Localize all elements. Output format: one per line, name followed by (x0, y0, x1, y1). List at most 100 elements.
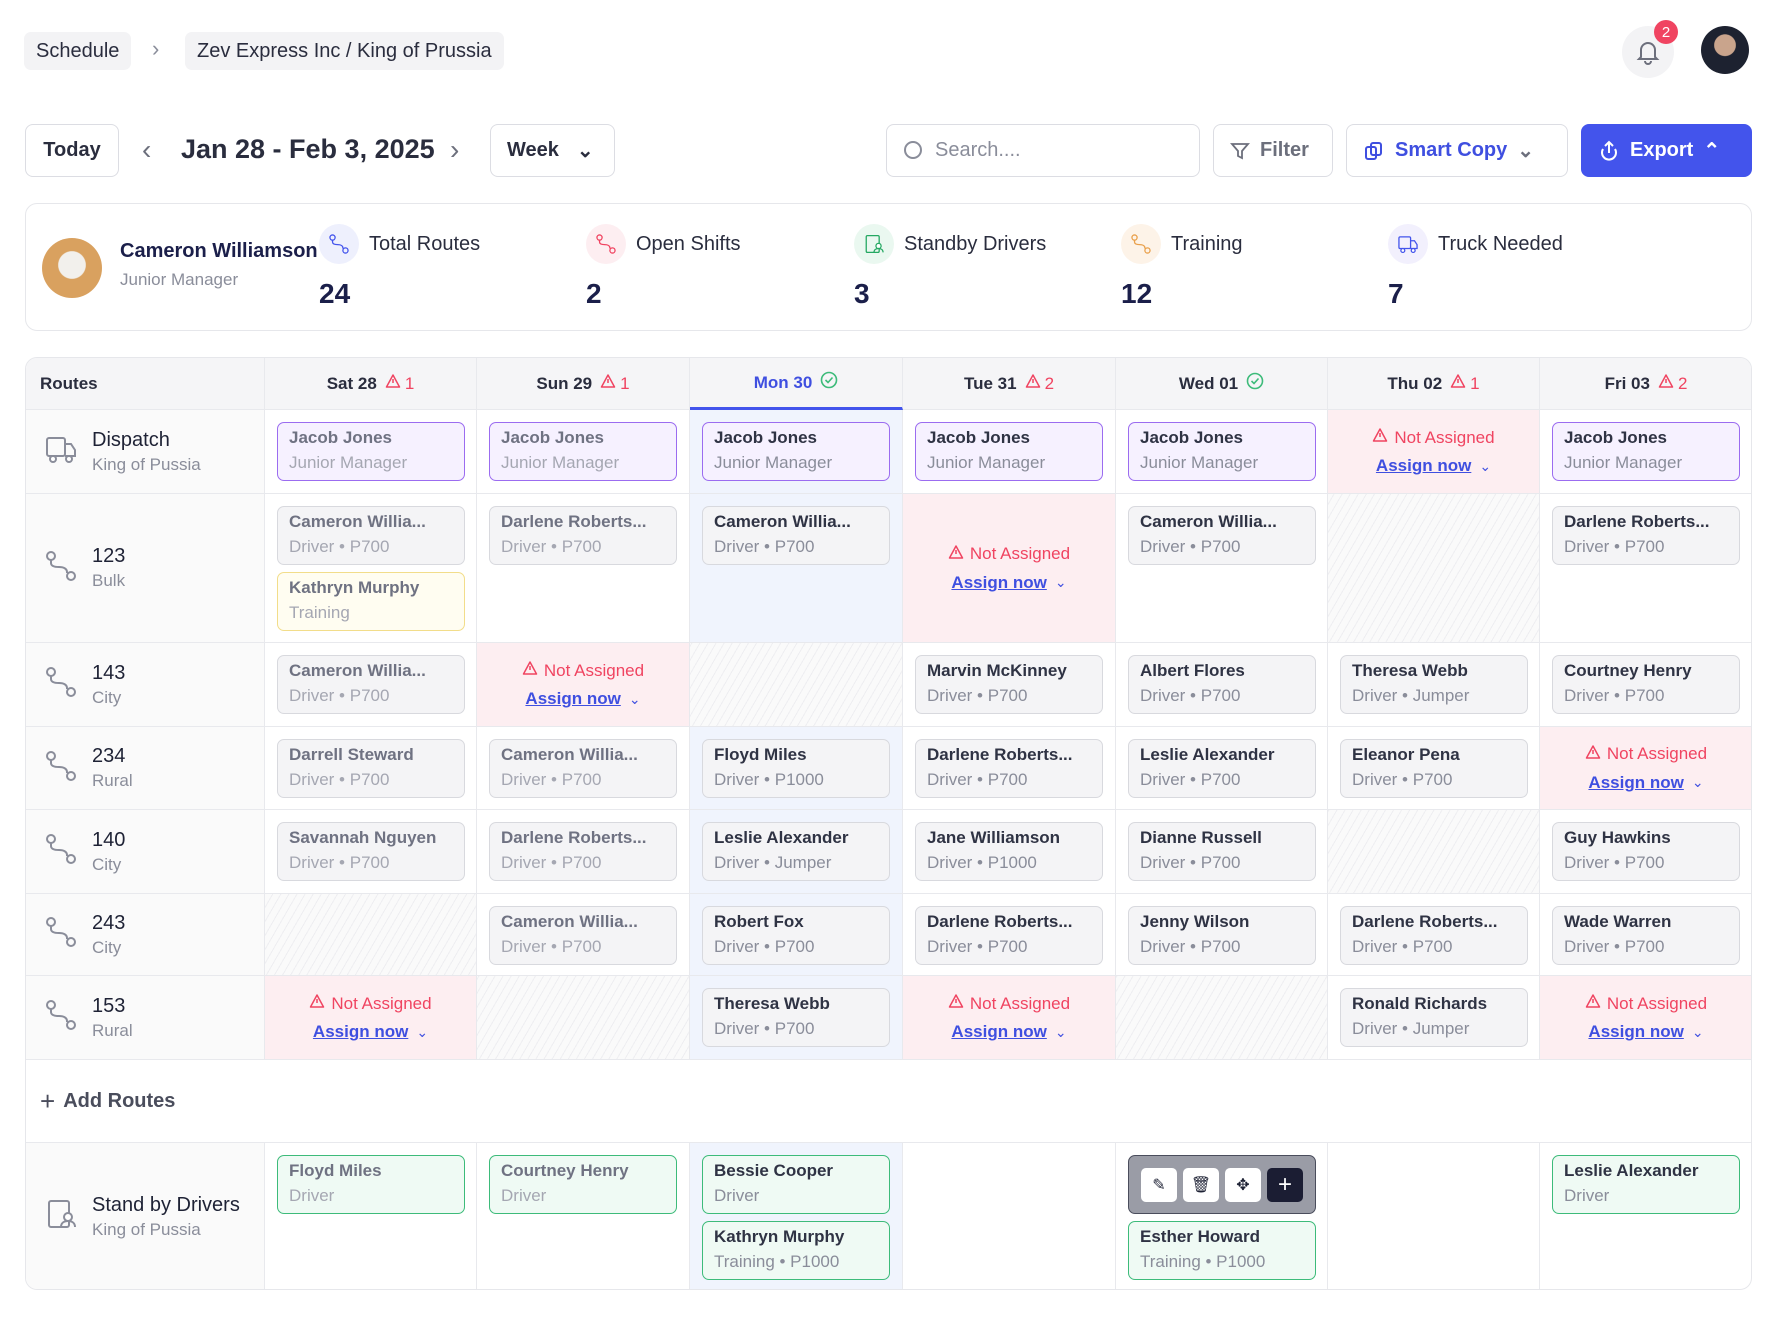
shift-card[interactable]: Darrell Steward Driver • P700 (277, 739, 465, 798)
shift-card[interactable]: Esther Howard Training • P1000 (1128, 1221, 1316, 1280)
shift-card[interactable]: Savannah Nguyen Driver • P700 (277, 822, 465, 881)
stat-label: Truck Needed (1438, 232, 1563, 255)
route-label: 123 Bulk (26, 494, 265, 643)
assign-now-text: Assign now (312, 1022, 409, 1041)
prev-week-button[interactable]: ‹ (142, 134, 152, 165)
shift-card[interactable]: Darlene Roberts... Driver • P700 (915, 906, 1103, 965)
breadcrumb-schedule[interactable]: Schedule (24, 32, 132, 70)
shift-card[interactable]: Courtney Henry Driver (489, 1155, 677, 1214)
route-subtitle: King of Pussia (92, 454, 201, 474)
shift-card[interactable]: Wade Warren Driver • P700 (1552, 906, 1740, 965)
assign-now-link[interactable]: Assign now ⌄ (951, 1022, 1066, 1042)
assign-now-link[interactable]: Assign now ⌄ (1588, 1022, 1703, 1042)
shift-card[interactable]: Darlene Roberts... Driver • P700 (915, 739, 1103, 798)
shift-card[interactable]: Albert Flores Driver • P700 (1128, 655, 1316, 714)
shift-cell: Jenny Wilson Driver • P700 (1116, 894, 1328, 976)
shift-card[interactable]: Bessie Cooper Driver (702, 1155, 890, 1214)
shift-card[interactable]: Theresa Webb Driver • P700 (702, 988, 890, 1047)
shift-card[interactable]: Dianne Russell Driver • P700 (1128, 822, 1316, 881)
shift-card[interactable]: Cameron Willia... Driver • P700 (489, 739, 677, 798)
shift-card[interactable]: Courtney Henry Driver • P700 (1552, 655, 1740, 714)
warning-icon (309, 993, 325, 1014)
shift-card[interactable]: Ronald Richards Driver • Jumper (1340, 988, 1528, 1047)
shift-cell: Jacob Jones Junior Manager (1116, 410, 1328, 494)
assign-now-link[interactable]: Assign now ⌄ (1376, 456, 1491, 476)
notifications-button[interactable]: 2 (1622, 20, 1678, 78)
card-name: Cameron Willia... (289, 512, 426, 531)
shift-card[interactable]: Floyd Miles Driver (277, 1155, 465, 1214)
shift-card[interactable]: Marvin McKinney Driver • P700 (915, 655, 1103, 714)
filter-button[interactable]: Filter (1213, 124, 1333, 177)
shift-card[interactable]: Darlene Roberts... Driver • P700 (489, 822, 677, 881)
shift-card[interactable]: Jacob Jones Junior Manager (1128, 422, 1316, 481)
not-assigned-text: Not Assigned (1394, 427, 1495, 447)
shift-card[interactable]: Darlene Roberts... Driver • P700 (1552, 506, 1740, 565)
shift-card[interactable]: Darlene Roberts... Driver • P700 (489, 506, 677, 565)
shift-cell (903, 1143, 1116, 1289)
open-shift-count[interactable]: 1 (600, 373, 630, 394)
add-routes-button[interactable]: + Add Routes (26, 1060, 1751, 1143)
open-shift-count[interactable]: 1 (1450, 373, 1480, 394)
open-shift-count[interactable]: 1 (385, 373, 414, 394)
shift-card[interactable]: Cameron Willia... Driver • P700 (277, 506, 465, 565)
search-input[interactable]: Search.... (886, 124, 1200, 177)
shift-card[interactable]: Guy Hawkins Driver • P700 (1552, 822, 1740, 881)
delete-icon[interactable]: 🗑 (1183, 1167, 1219, 1202)
shift-cell: Darlene Roberts... Driver • P700 (477, 494, 690, 643)
assign-now-link[interactable]: Assign now ⌄ (525, 689, 640, 709)
shift-card[interactable]: Jacob Jones Junior Manager (702, 422, 890, 481)
card-role: Driver • P700 (289, 770, 390, 789)
shift-card[interactable]: Jacob Jones Junior Manager (915, 422, 1103, 481)
view-select[interactable]: Week ⌄ (490, 124, 615, 177)
date-range: Jan 28 - Feb 3, 2025 (181, 134, 435, 164)
open-shift-count[interactable]: 2 (1658, 373, 1687, 394)
shift-card[interactable]: Jacob Jones Junior Manager (1552, 422, 1740, 481)
open-shift-count[interactable]: 2 (1025, 373, 1054, 394)
card-role: Driver (501, 1186, 547, 1205)
truck-icon (44, 432, 78, 471)
assign-now-text: Assign now (951, 1022, 1047, 1041)
assign-now-link[interactable]: Assign now ⌄ (1588, 773, 1703, 793)
shift-card[interactable]: Theresa Webb Driver • Jumper (1340, 655, 1528, 714)
shift-card[interactable]: Cameron Willia... Driver • P700 (489, 906, 677, 965)
assign-now-text: Assign now (1588, 772, 1684, 792)
stat-truck-needed: Truck Needed 7 (1388, 224, 1563, 310)
route-label: 234 Rural (26, 727, 265, 810)
move-icon[interactable]: ✥ (1225, 1167, 1261, 1202)
assign-now-link[interactable]: Assign now ⌄ (313, 1022, 428, 1042)
shift-card[interactable]: Jacob Jones Junior Manager (277, 422, 465, 481)
shift-card[interactable]: Jenny Wilson Driver • P700 (1128, 906, 1316, 965)
shift-card[interactable]: Cameron Willia... Driver • P700 (1128, 506, 1316, 565)
shift-card[interactable]: Leslie Alexander Driver • P700 (1128, 739, 1316, 798)
smart-copy-button[interactable]: Smart Copy ⌄ (1346, 124, 1568, 177)
shift-card[interactable]: Leslie Alexander Driver (1552, 1155, 1740, 1214)
shift-card[interactable]: Darlene Roberts... Driver • P700 (1340, 906, 1528, 965)
add-icon[interactable]: + (1267, 1167, 1303, 1202)
shift-card[interactable]: Robert Fox Driver • P700 (702, 906, 890, 965)
stat-label: Standby Drivers (904, 232, 1047, 255)
not-assigned-text: Not Assigned (1606, 744, 1708, 763)
warning-icon (1585, 744, 1601, 765)
assign-now-link[interactable]: Assign now ⌄ (951, 573, 1066, 593)
next-week-button[interactable]: › (450, 134, 460, 165)
today-button[interactable]: Today (25, 124, 119, 177)
card-name: Jacob Jones (1140, 428, 1243, 447)
shift-card[interactable]: Kathryn Murphy Training • P1000 (702, 1221, 890, 1280)
shift-cell: Marvin McKinney Driver • P700 (903, 643, 1116, 727)
edit-icon[interactable]: ✎ (1141, 1167, 1177, 1202)
shift-card[interactable]: Leslie Alexander Driver • Jumper (702, 822, 890, 881)
card-role: Driver • P700 (1564, 537, 1665, 556)
warning-icon (1025, 373, 1041, 394)
shift-card[interactable]: Jane Williamson Driver • P1000 (915, 822, 1103, 881)
shift-card[interactable]: Eleanor Pena Driver • P700 (1340, 739, 1528, 798)
unassigned-cell: Not Assigned Assign now ⌄ (903, 494, 1116, 643)
account-avatar[interactable] (1701, 26, 1749, 74)
shift-card[interactable]: Cameron Willia... Driver • P700 (277, 655, 465, 714)
shift-card[interactable]: Jacob Jones Junior Manager (489, 422, 677, 481)
shift-cell: Leslie Alexander Driver • P700 (1116, 727, 1328, 810)
shift-card[interactable]: Floyd Miles Driver • P1000 (702, 739, 890, 798)
route-title: 123 (92, 545, 126, 567)
shift-card[interactable]: Kathryn Murphy Training (277, 572, 465, 631)
shift-card[interactable]: Cameron Willia... Driver • P700 (702, 506, 890, 565)
export-button[interactable]: Export ⌃ (1581, 124, 1752, 177)
